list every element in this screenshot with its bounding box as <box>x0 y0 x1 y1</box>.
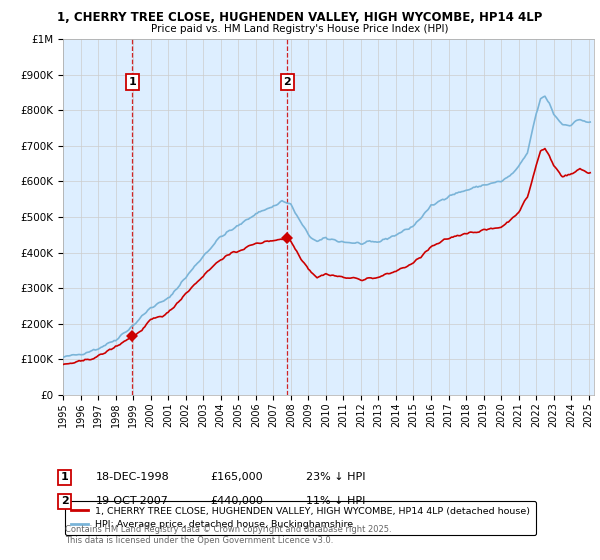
Text: 1, CHERRY TREE CLOSE, HUGHENDEN VALLEY, HIGH WYCOMBE, HP14 4LP: 1, CHERRY TREE CLOSE, HUGHENDEN VALLEY, … <box>58 11 542 24</box>
Text: 23% ↓ HPI: 23% ↓ HPI <box>306 472 365 482</box>
Text: 19-OCT-2007: 19-OCT-2007 <box>96 496 169 506</box>
Legend: 1, CHERRY TREE CLOSE, HUGHENDEN VALLEY, HIGH WYCOMBE, HP14 4LP (detached house),: 1, CHERRY TREE CLOSE, HUGHENDEN VALLEY, … <box>65 501 536 535</box>
Text: Price paid vs. HM Land Registry's House Price Index (HPI): Price paid vs. HM Land Registry's House … <box>151 24 449 34</box>
Text: £440,000: £440,000 <box>210 496 263 506</box>
Text: 2: 2 <box>283 77 291 87</box>
Text: 1: 1 <box>128 77 136 87</box>
Text: 1: 1 <box>61 472 68 482</box>
Text: Contains HM Land Registry data © Crown copyright and database right 2025.
This d: Contains HM Land Registry data © Crown c… <box>65 525 391 545</box>
Text: £165,000: £165,000 <box>210 472 263 482</box>
Text: 2: 2 <box>61 496 68 506</box>
Text: 11% ↓ HPI: 11% ↓ HPI <box>306 496 365 506</box>
Text: 18-DEC-1998: 18-DEC-1998 <box>96 472 170 482</box>
